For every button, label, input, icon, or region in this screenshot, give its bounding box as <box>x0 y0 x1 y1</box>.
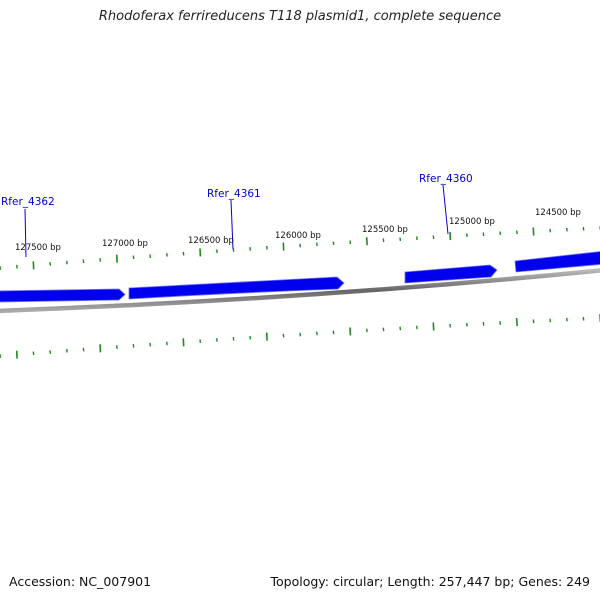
scale-label-125500: 125500 bp <box>362 225 408 235</box>
gene-arrow-offscreen[interactable] <box>514 251 600 273</box>
gene-arrow-rfer-4360[interactable] <box>404 264 498 284</box>
scale-label-125000: 125000 bp <box>449 217 495 227</box>
scale-label-126500: 126500 bp <box>188 236 234 246</box>
scale-label-127500: 127500 bp <box>15 243 61 253</box>
gene-arrow-rfer-4362[interactable] <box>0 288 126 303</box>
gene-label-lines <box>24 184 449 258</box>
gene-labels: Rfer_4362 Rfer_4361 Rfer_4360 <box>1 173 473 208</box>
gene-label-rfer-4362[interactable]: Rfer_4362 <box>1 196 55 208</box>
scale-label-127000: 127000 bp <box>102 239 148 249</box>
plasmid-backbone <box>0 268 600 314</box>
gene-label-rfer-4360[interactable]: Rfer_4360 <box>419 173 473 185</box>
map-title: Rhodoferax ferrireducens T118 plasmid1, … <box>98 9 502 24</box>
gene-track <box>0 251 600 303</box>
label-line-rfer-4360 <box>442 184 449 235</box>
accession-text: Accession: NC_007901 <box>9 574 152 589</box>
inner-tick-ring <box>0 314 600 359</box>
outer-tick-ring <box>0 226 600 270</box>
gene-arrow-rfer-4361[interactable] <box>128 276 345 300</box>
scale-labels: 127500 bp 127000 bp 126500 bp 126000 bp … <box>15 208 581 253</box>
topology-summary-text: Topology: circular; Length: 257,447 bp; … <box>270 574 591 589</box>
label-line-rfer-4361 <box>230 199 234 250</box>
gene-label-rfer-4361[interactable]: Rfer_4361 <box>207 188 261 200</box>
scale-label-124500: 124500 bp <box>535 208 581 218</box>
scale-label-126000: 126000 bp <box>275 231 321 241</box>
label-line-rfer-4362 <box>24 208 27 258</box>
